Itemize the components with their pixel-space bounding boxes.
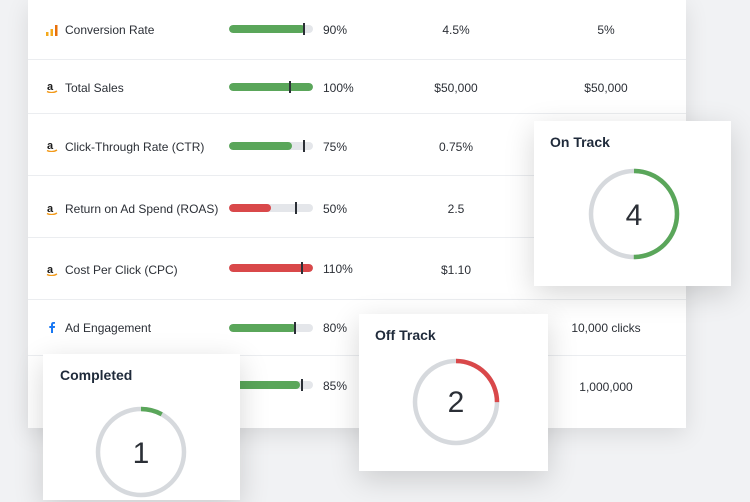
progress-bar	[229, 142, 313, 150]
progress-fill	[229, 381, 301, 389]
table-row[interactable]: a Return on Ad Spend (ROAS) 50% 2.5	[28, 175, 686, 238]
actual-value: 0.75%	[438, 140, 474, 154]
target-value: 10,000 clicks	[571, 321, 641, 335]
actual-value: 4.5%	[442, 23, 470, 37]
table-row[interactable]: a Cost Per Click (CPC) 110% $1.10	[28, 237, 686, 300]
ring-count: 4	[626, 199, 643, 232]
svg-text:a: a	[47, 140, 54, 152]
progress-percent: 110%	[323, 262, 353, 276]
metric-name: Cost Per Click (CPC)	[65, 263, 178, 277]
progress-bar	[229, 324, 313, 332]
metric-name: Click-Through Rate (CTR)	[65, 140, 205, 154]
target-value: 5%	[597, 23, 615, 37]
completed-card[interactable]: Completed 1	[43, 354, 240, 500]
table-row[interactable]: a Click-Through Rate (CTR) 75% 0.75%	[28, 113, 686, 176]
target-marker	[294, 322, 296, 334]
progress-bar	[229, 381, 313, 389]
target-marker	[301, 262, 303, 274]
metric-name: Return on Ad Spend (ROAS)	[65, 202, 219, 216]
card-title: On Track	[550, 134, 610, 150]
progress-fill	[229, 142, 292, 150]
table-row[interactable]: 85% 1,000,000	[28, 355, 686, 427]
card-title: Off Track	[375, 327, 436, 343]
table-row[interactable]: Ad Engagement 80% 10,000 clicks	[28, 299, 686, 356]
ring-count: 1	[133, 437, 150, 470]
metric-name: Conversion Rate	[65, 23, 155, 37]
amazon-logo-icon: a	[46, 81, 58, 94]
target-marker	[303, 140, 305, 152]
target-value: 1,000,000	[579, 380, 633, 394]
ring-count: 2	[448, 386, 465, 419]
progress-ring: 1	[95, 406, 187, 498]
progress-fill	[229, 204, 271, 212]
amazon-logo-icon: a	[46, 140, 58, 153]
target-marker	[295, 202, 297, 214]
actual-value: $50,000	[434, 81, 478, 95]
progress-bar	[229, 204, 313, 212]
target-marker	[289, 81, 291, 93]
on-track-card[interactable]: On Track 4	[534, 121, 731, 286]
ring-progress	[412, 358, 500, 446]
progress-percent: 50%	[323, 202, 348, 216]
table-row[interactable]: a Total Sales 100% $50,000 $50,000	[28, 59, 686, 114]
actual-value: 2.5	[447, 202, 465, 216]
metric-name: Ad Engagement	[65, 321, 152, 335]
progress-bar	[229, 83, 313, 91]
svg-text:a: a	[47, 203, 54, 215]
actual-value: $1.10	[440, 263, 472, 277]
progress-fill	[229, 83, 313, 91]
target-marker	[303, 23, 305, 35]
table-row[interactable]: Conversion Rate 90% 4.5% 5%	[28, 0, 686, 60]
card-title: Completed	[60, 367, 133, 383]
svg-text:a: a	[47, 81, 54, 93]
facebook-logo-icon	[46, 321, 58, 333]
progress-bar	[229, 25, 313, 33]
progress-ring: 4	[588, 168, 680, 260]
progress-percent: 80%	[323, 321, 348, 335]
amazon-logo-icon: a	[46, 264, 58, 277]
progress-bar	[229, 264, 313, 272]
ring-progress	[588, 168, 680, 260]
progress-fill	[229, 264, 313, 272]
progress-percent: 85%	[323, 379, 348, 393]
target-value: $50,000	[584, 81, 628, 95]
ring-progress	[95, 406, 187, 498]
target-marker	[301, 379, 303, 391]
progress-ring: 2	[412, 358, 500, 446]
progress-fill	[229, 25, 305, 33]
analytics-bars-icon	[46, 24, 58, 36]
progress-percent: 90%	[323, 23, 348, 37]
progress-fill	[229, 324, 297, 332]
progress-percent: 100%	[323, 81, 354, 95]
progress-percent: 75%	[323, 140, 348, 154]
metric-name: Total Sales	[65, 81, 124, 95]
svg-text:a: a	[47, 264, 54, 276]
off-track-card[interactable]: Off Track 2	[359, 314, 548, 471]
amazon-logo-icon: a	[46, 203, 58, 216]
